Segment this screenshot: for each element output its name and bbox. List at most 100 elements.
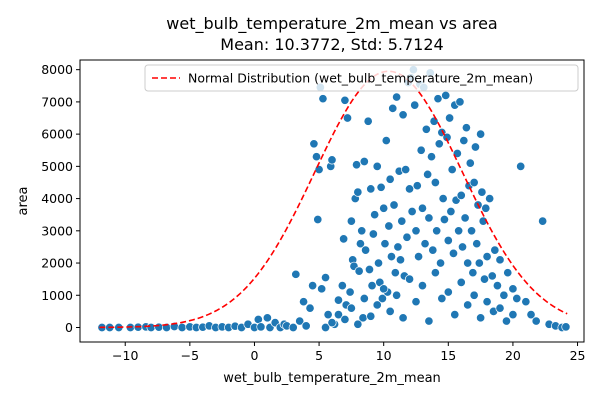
x-axis-label: wet_bulb_temperature_2m_mean — [223, 371, 441, 386]
scatter-point — [456, 277, 466, 287]
chart-title-line2: Mean: 10.3772, Std: 5.7124 — [220, 35, 443, 54]
scatter-point — [459, 136, 469, 146]
scatter-point — [379, 284, 389, 294]
scatter-point — [479, 274, 490, 284]
y-axis-ticks: 0 1000 2000 3000 4000 5000 6000 7000 8000 — [41, 62, 80, 335]
scatter-point — [372, 161, 382, 171]
scatter-point — [467, 226, 477, 236]
scatter-point — [388, 103, 398, 113]
scatter-point — [439, 214, 449, 225]
scatter-point — [256, 322, 266, 332]
scatter-point — [503, 268, 513, 278]
scatter-point — [367, 281, 377, 291]
scatter-point — [342, 113, 353, 123]
scatter-point — [368, 229, 378, 239]
scatter-point — [411, 226, 421, 236]
scatter-point — [538, 216, 548, 226]
scatter-point — [340, 314, 350, 324]
scatter-point — [477, 187, 487, 197]
scatter-point — [454, 226, 464, 236]
x-tick-label: 5 — [315, 348, 323, 363]
scatter-point — [327, 155, 337, 165]
scatter-point — [404, 274, 415, 284]
scatter-point — [474, 258, 484, 268]
scatter-point — [472, 239, 482, 249]
scatter-point — [469, 290, 479, 300]
scatter-point — [508, 284, 518, 294]
x-tick-label: 0 — [250, 348, 258, 363]
scatter-point — [476, 129, 486, 139]
scatter-point — [301, 321, 311, 331]
scatter-point — [389, 200, 399, 210]
scatter-point — [291, 269, 301, 279]
scatter-point — [386, 252, 396, 262]
scatter-point — [434, 139, 444, 149]
scatter-point — [309, 139, 319, 149]
scatter-point — [521, 297, 531, 307]
scatter-point — [420, 239, 430, 249]
scatter-point — [364, 264, 375, 275]
scatter-point — [359, 156, 369, 167]
scatter-point — [393, 242, 403, 252]
scatter-point — [402, 232, 412, 242]
scatter-point — [333, 295, 344, 305]
scatter-point — [320, 322, 331, 333]
scatter-point — [380, 239, 390, 249]
scatter-point — [327, 318, 337, 328]
scatter-point — [417, 203, 428, 213]
scatter-point — [492, 281, 502, 291]
y-tick-label: 7000 — [41, 94, 73, 109]
scatter-point — [485, 194, 495, 204]
x-axis-ticks: −10 −5 0 5 10 15 20 25 — [112, 342, 585, 363]
scatter-point — [414, 252, 424, 262]
scatter-point — [377, 293, 387, 304]
scatter-point — [410, 100, 420, 110]
y-tick-label: 2000 — [41, 256, 73, 271]
scatter-point — [441, 90, 451, 100]
scatter-point — [366, 311, 376, 321]
scatter-point — [295, 316, 305, 326]
x-tick-label: 15 — [440, 348, 456, 363]
x-tick-label: 25 — [570, 348, 586, 363]
scatter-point — [412, 181, 422, 191]
scatter-point — [426, 152, 437, 162]
scatter-point — [416, 145, 426, 155]
normal-distribution-curve — [99, 70, 568, 329]
scatter-point — [395, 255, 406, 265]
scatter-point — [457, 242, 468, 252]
scatter-point — [363, 116, 373, 126]
legend-entry-normal-distribution: Normal Distribution (wet_bulb_temperatur… — [188, 71, 533, 86]
scatter-point — [346, 216, 356, 226]
scatter-point — [465, 158, 475, 168]
scatter-point — [432, 226, 442, 236]
y-tick-label: 4000 — [41, 191, 73, 206]
scatter-point — [455, 97, 465, 107]
legend-box — [144, 64, 579, 92]
scatter-point — [531, 316, 541, 326]
scatter-point — [470, 142, 480, 152]
scatter-point — [516, 161, 526, 171]
scatter-point — [313, 214, 323, 225]
scatter-point — [446, 206, 456, 217]
scatter-point — [390, 268, 400, 278]
scatter-point — [443, 235, 453, 246]
scatter-point — [476, 313, 486, 323]
scatter-point — [299, 297, 309, 307]
scatter-point — [447, 165, 457, 175]
scatter-point — [430, 177, 440, 188]
scatter-point — [345, 287, 355, 297]
scatter-point — [468, 268, 478, 278]
y-tick-label: 6000 — [41, 127, 73, 142]
scatter-point — [456, 190, 466, 200]
y-tick-label: 3000 — [41, 223, 73, 238]
scatter-point — [373, 258, 384, 268]
scatter-point — [376, 182, 386, 192]
scatter-point — [146, 322, 156, 333]
scatter-point — [429, 116, 439, 126]
scatter-point — [385, 174, 395, 184]
scatter-point — [482, 297, 492, 307]
scatter-point — [430, 268, 440, 278]
scatter-point — [339, 234, 349, 244]
scatter-point — [433, 94, 443, 104]
scatter-point — [392, 92, 402, 102]
